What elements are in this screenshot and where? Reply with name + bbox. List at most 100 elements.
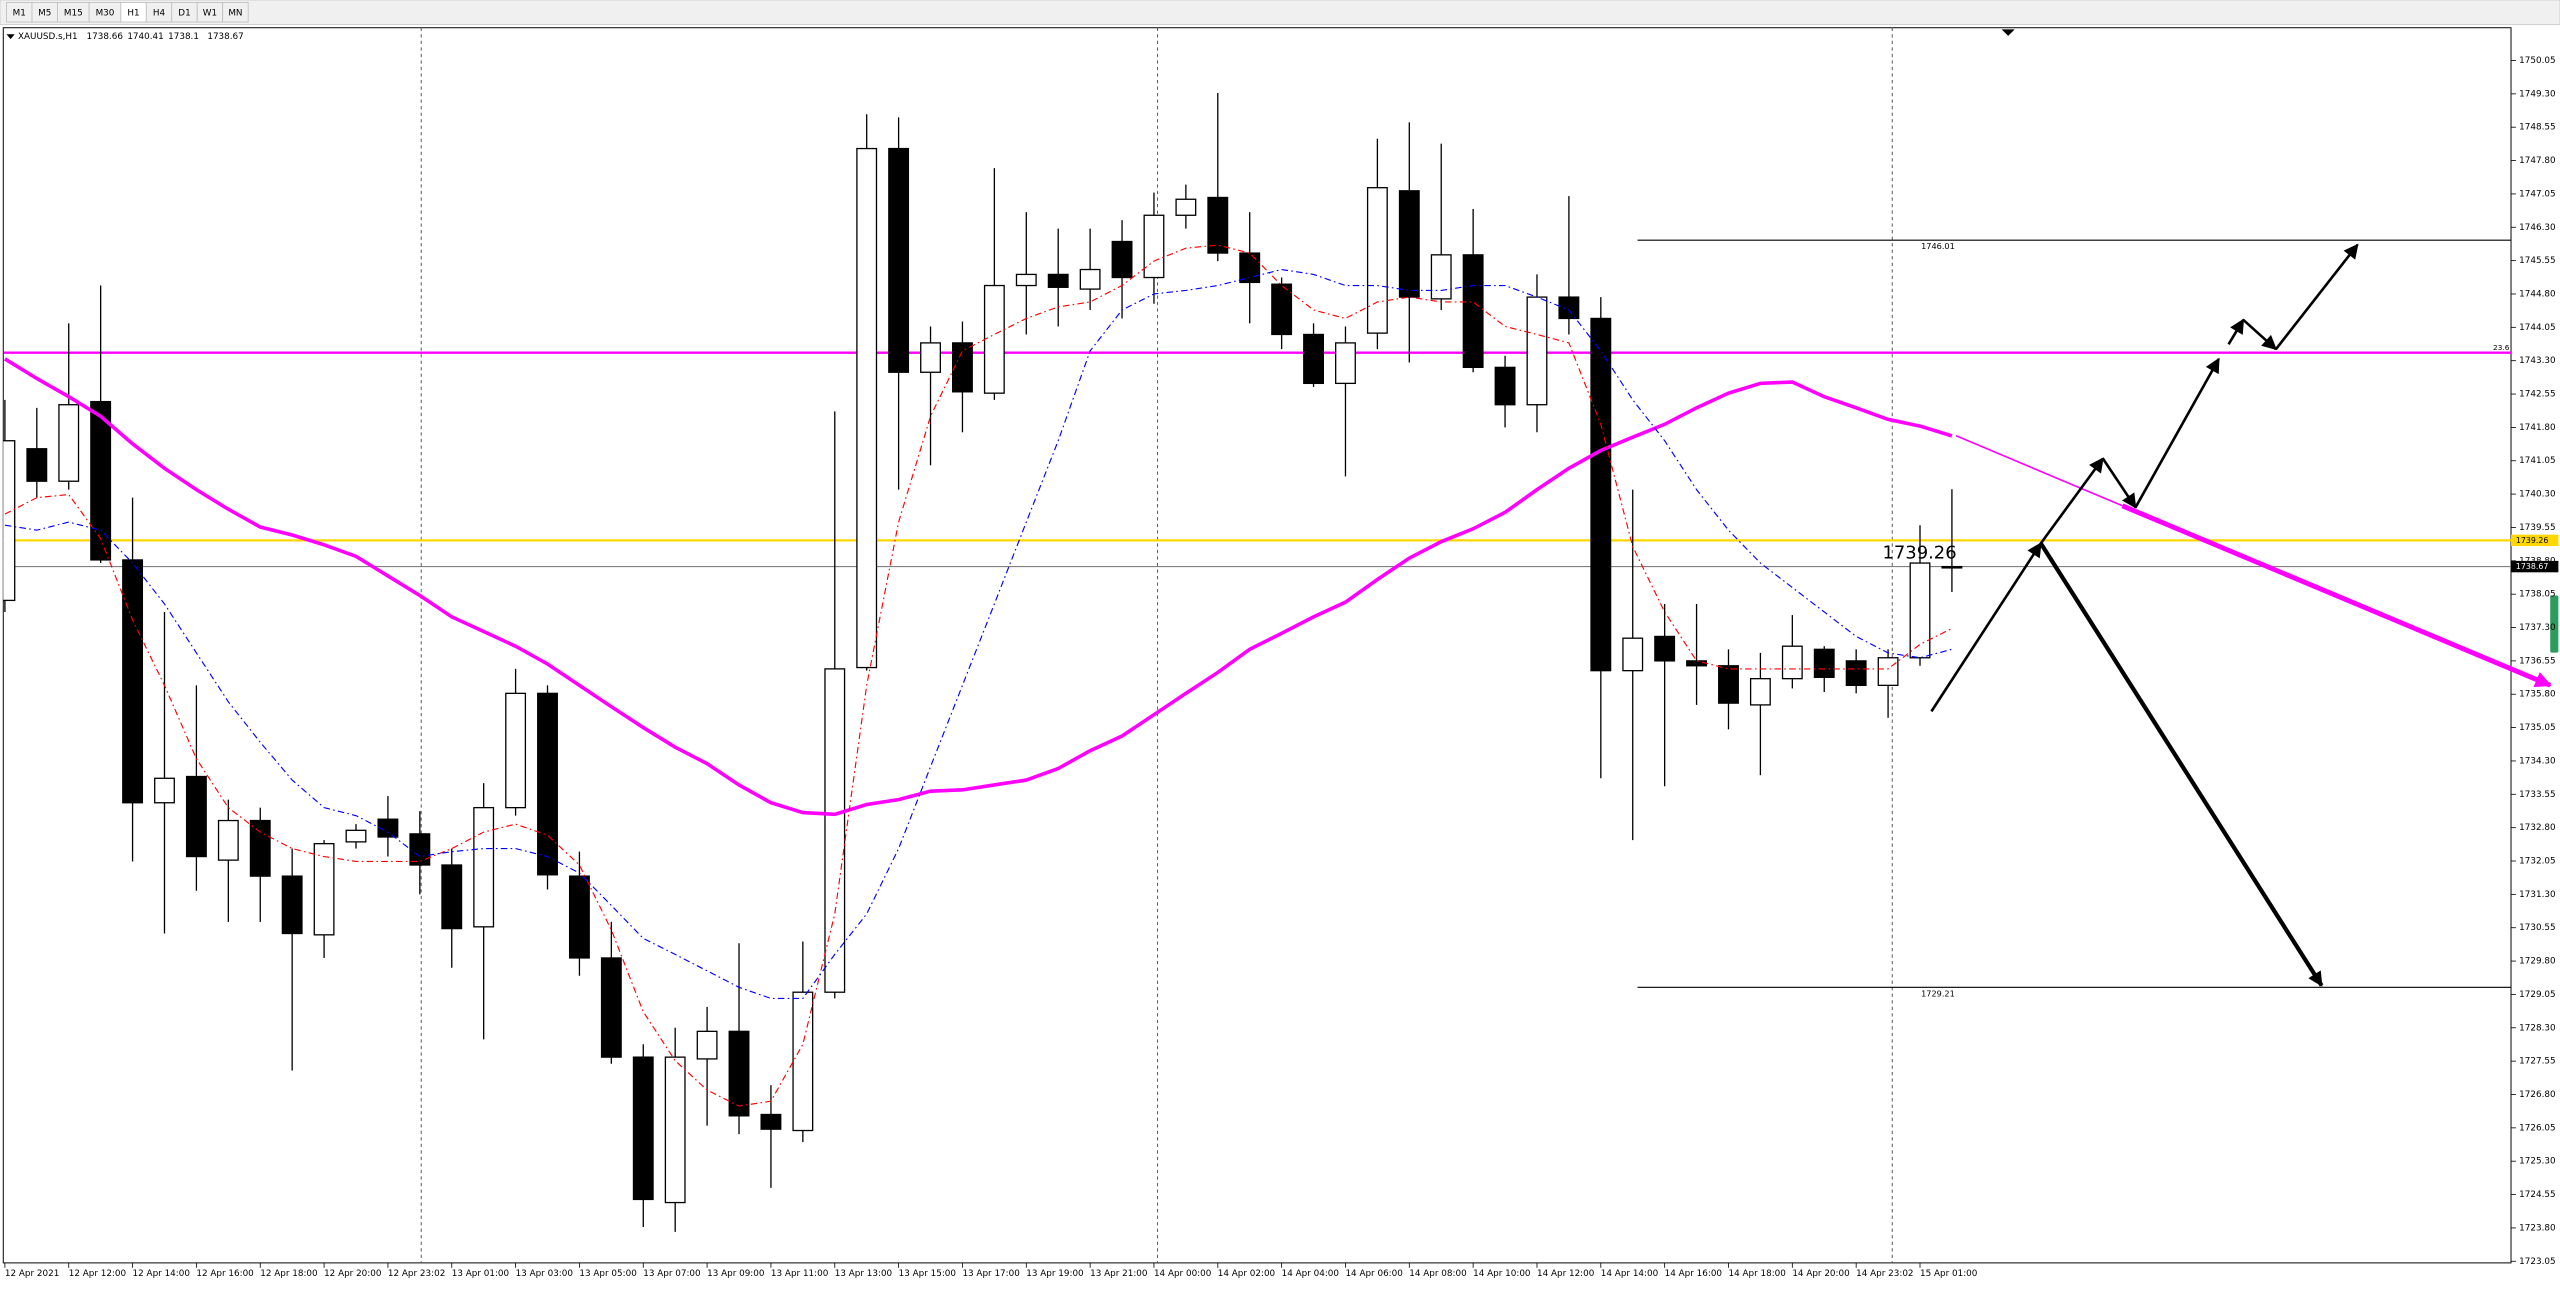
candle-body	[281, 875, 303, 935]
y-tick-label: 1724.55	[2519, 1190, 2555, 1200]
y-tick-label: 1731.30	[2519, 890, 2556, 900]
timeframe-label[interactable]: M5	[38, 9, 51, 19]
timeframe-label[interactable]: D1	[178, 9, 190, 19]
y-tick-label: 1734.30	[2519, 756, 2556, 766]
candle-body	[1941, 565, 1963, 569]
x-tick-label: 15 Apr 01:00	[1920, 1269, 1978, 1279]
bid-price-label: 1738.67	[2516, 562, 2548, 571]
candle-body	[824, 668, 846, 993]
projection-arrow	[2242, 318, 2278, 351]
candle-body	[760, 1113, 782, 1130]
y-tick-label: 1739.55	[2519, 523, 2555, 533]
y-tick-label: 1736.55	[2519, 656, 2555, 666]
candle-body	[952, 342, 973, 393]
candle-body	[1813, 648, 1835, 678]
candle-body	[1047, 273, 1069, 288]
y-tick-label: 1744.80	[2519, 289, 2556, 299]
projection-arrow	[2039, 542, 2324, 987]
moving-average	[4, 268, 1953, 999]
x-tick-label: 13 Apr 01:00	[452, 1269, 510, 1279]
x-tick-label: 13 Apr 17:00	[962, 1269, 1020, 1279]
candle-body	[409, 833, 431, 866]
candle-body	[249, 819, 271, 877]
timeframe-label[interactable]: H1	[127, 9, 139, 19]
candle-body	[1590, 317, 1612, 672]
candle-body	[920, 342, 941, 373]
timeframe-label[interactable]: W1	[203, 9, 217, 19]
candle-body	[1398, 190, 1420, 298]
y-tick-label: 1735.80	[2519, 690, 2556, 700]
y-tick-label: 1730.55	[2519, 923, 2555, 933]
candle-body	[1845, 660, 1867, 686]
y-tick-label: 1745.55	[2519, 256, 2555, 266]
y-tick-label: 1746.30	[2519, 223, 2556, 233]
candle-body	[1526, 296, 1548, 406]
candle-body	[600, 957, 622, 1058]
x-tick-label: 14 Apr 14:00	[1601, 1269, 1659, 1279]
candle-body	[154, 777, 175, 804]
y-tick-label: 1743.30	[2519, 356, 2556, 366]
x-tick-label: 14 Apr 06:00	[1345, 1269, 1403, 1279]
x-tick-label: 13 Apr 19:00	[1026, 1269, 1084, 1279]
y-tick-label: 1732.05	[2519, 857, 2555, 867]
x-tick-label: 14 Apr 10:00	[1473, 1269, 1531, 1279]
y-tick-label: 1726.80	[2519, 1090, 2556, 1100]
candle-body	[1622, 637, 1644, 672]
candle-body	[3, 440, 16, 602]
candle-body	[122, 559, 144, 804]
moving-average	[3, 357, 1953, 817]
y-tick-label: 1742.55	[2519, 390, 2555, 400]
header-low: 1738.1	[168, 32, 199, 42]
candle-body	[888, 147, 910, 373]
projection-arrow	[2101, 457, 2137, 509]
y-tick-label: 1748.55	[2519, 123, 2555, 133]
candle-body	[728, 1030, 750, 1117]
timeframe-button[interactable]	[222, 2, 249, 23]
timeframe-label[interactable]: M1	[13, 9, 26, 19]
toolbar	[0, 0, 2560, 25]
timeframe-label[interactable]: MN	[228, 9, 242, 19]
level-annotation: 1739.26	[1882, 542, 1956, 563]
candle-body	[1271, 283, 1293, 336]
price-level-label: 1746.01	[1921, 241, 1955, 251]
candle-body	[1015, 273, 1037, 287]
x-tick-label: 12 Apr 2021	[5, 1269, 59, 1279]
candle-body	[1494, 366, 1516, 406]
candle-body	[1079, 268, 1101, 290]
x-tick-label: 13 Apr 05:00	[579, 1269, 637, 1279]
candle-body	[1111, 240, 1133, 279]
header-close: 1738.67	[207, 32, 243, 42]
timeframe-label[interactable]: M15	[64, 9, 83, 19]
candle-body	[1462, 254, 1484, 369]
candle-body	[505, 692, 527, 809]
candle-body	[1909, 562, 1931, 659]
y-tick-label: 1727.55	[2519, 1057, 2555, 1067]
x-tick-label: 13 Apr 09:00	[707, 1269, 765, 1279]
timeframe-label[interactable]: H4	[153, 9, 166, 19]
price-level-label: 1729.21	[1921, 988, 1955, 998]
y-tick-label: 1733.55	[2519, 790, 2555, 800]
shift-marker	[2001, 29, 2015, 36]
x-tick-label: 12 Apr 18:00	[260, 1269, 318, 1279]
toolbar-buttons: M1 M5 M15 M30 H1 H4 D1 W1 MN	[6, 2, 249, 23]
timeframe-label[interactable]: M30	[96, 9, 115, 19]
x-tick-label: 13 Apr 15:00	[899, 1269, 957, 1279]
y-tick-label: 1744.05	[2519, 323, 2555, 333]
candle-body	[185, 775, 207, 858]
header-high: 1740.41	[127, 32, 163, 42]
x-tick-label: 14 Apr 02:00	[1218, 1269, 1276, 1279]
candle-body	[1781, 645, 1803, 680]
x-tick-label: 14 Apr 16:00	[1665, 1269, 1723, 1279]
projection-arrow	[2274, 243, 2359, 350]
y-tick-label: 1747.05	[2519, 189, 2555, 199]
candle-body	[983, 284, 1005, 394]
candle-body	[217, 819, 239, 861]
y-tick-label: 1738.05	[2519, 590, 2555, 600]
x-tick-label: 13 Apr 07:00	[643, 1269, 701, 1279]
x-tick-label: 12 Apr 12:00	[69, 1269, 127, 1279]
symbol-label: XAUUSD.s,H1	[18, 32, 78, 42]
symbol-icon	[6, 34, 15, 40]
y-tick-label: 1749.30	[2519, 89, 2556, 99]
